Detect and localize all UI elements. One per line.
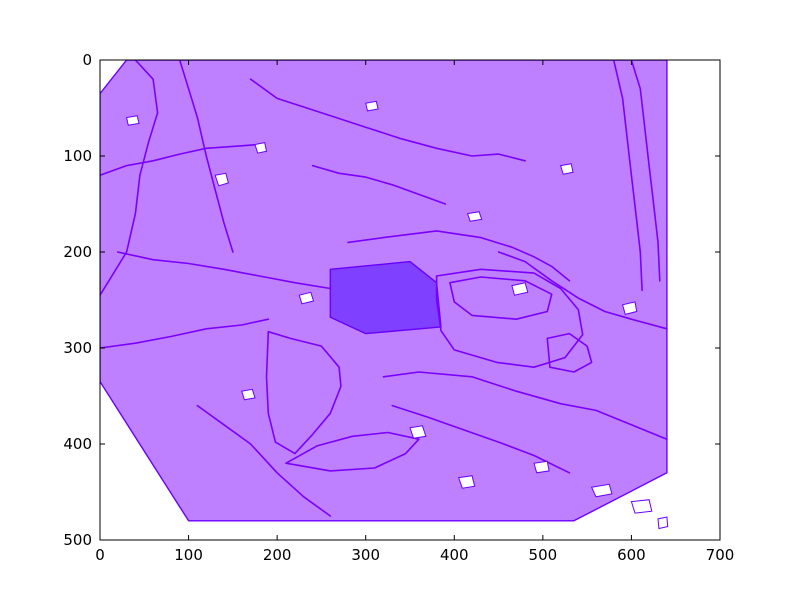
segment-contour-14 [630,60,661,282]
x-tick-label: 500 [529,546,558,564]
segment-contour-16 [391,404,571,474]
segment-contour-9 [249,78,526,162]
x-tick-label: 300 [351,546,380,564]
mask-hole-6 [241,388,256,401]
mask-hole-8 [458,475,476,489]
mask-hole-0 [214,172,230,187]
mask-hole-2 [466,211,483,222]
mask-hole-7 [409,425,427,439]
y-tick-label: 400 [63,435,92,453]
segment-contour-0 [265,330,342,455]
segment-contour-15 [196,404,332,517]
segment-contour-12 [497,251,668,330]
mask-hole-13 [630,499,653,514]
segment-contour-13 [612,60,643,292]
y-tick-label: 100 [63,147,92,165]
mask-hole-5 [298,291,315,305]
mask-hole-15 [533,460,550,474]
x-tick-label: 400 [440,546,469,564]
mask-hole-10 [125,115,140,126]
mask-hole-9 [621,301,638,316]
y-tick-label: 500 [63,531,92,549]
segment-contour-11 [100,318,270,349]
segment-contour-2 [435,268,584,369]
segment-contour-4 [546,332,593,373]
x-tick-label: 0 [95,546,105,564]
mask-hole-1 [254,142,268,154]
plot-area [100,60,669,530]
segment-contour-8 [178,60,234,253]
segment-contour-6 [347,230,571,282]
segment-contour-5 [382,371,668,441]
segment-contour-10 [116,251,332,290]
x-tick-label: 700 [706,546,735,564]
y-tick-label: 200 [63,243,92,261]
axes-frame [99,59,721,541]
x-tick-label: 100 [174,546,203,564]
y-tick-label: 300 [63,339,92,357]
mask-hole-3 [559,163,574,175]
segment-contour-7 [100,60,159,297]
mask-hole-4 [511,282,529,296]
mask-hole-14 [657,516,669,530]
x-tick-label: 600 [617,546,646,564]
x-tick-label: 200 [263,546,292,564]
segment-contour-17 [100,143,261,176]
segment-contour-18 [311,164,447,205]
mask-hole-11 [365,100,379,112]
highlight-region [329,260,442,335]
y-tick-label: 0 [82,51,92,69]
mask-hole-12 [590,483,613,498]
segment-contour-1 [285,431,420,472]
axis-ticks: 0 100 200 300 400 500 600 700 0 100 200 300 400 500 [63,51,734,564]
segment-contour-3 [449,276,553,321]
